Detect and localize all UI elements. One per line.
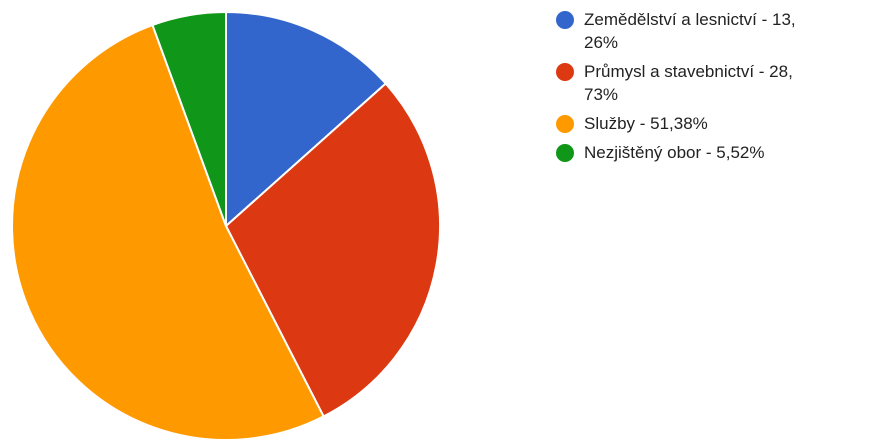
legend-item-zemedelstvi: Zemědělství a lesnictví - 13, 26%	[556, 8, 866, 54]
legend-swatch-zemedelstvi	[556, 11, 574, 29]
legend-swatch-sluzby	[556, 115, 574, 133]
legend-swatch-nezjisteny	[556, 144, 574, 162]
legend-label-nezjisteny: Nezjištěný obor - 5,52%	[584, 143, 765, 162]
legend-item-nezjisteny: Nezjištěný obor - 5,52%	[556, 141, 866, 164]
pie-slice-prumysl	[224, 82, 441, 418]
pie-slice-nezjisteny	[151, 10, 227, 227]
legend: Zemědělství a lesnictví - 13, 26% Průmys…	[556, 8, 866, 170]
legend-label-sluzby: Služby - 51,38%	[584, 114, 708, 133]
legend-swatch-prumysl	[556, 63, 574, 81]
legend-label-zemedelstvi: Zemědělství a lesnictví - 13, 26%	[584, 10, 796, 52]
legend-item-prumysl: Průmysl a stavebnictví - 28, 73%	[556, 60, 866, 106]
pie-slice-zemedelstvi	[225, 10, 388, 229]
legend-item-sluzby: Služby - 51,38%	[556, 112, 866, 135]
legend-label-prumysl: Průmysl a stavebnictví - 28, 73%	[584, 62, 793, 104]
pie-slice-sluzby	[11, 23, 325, 441]
